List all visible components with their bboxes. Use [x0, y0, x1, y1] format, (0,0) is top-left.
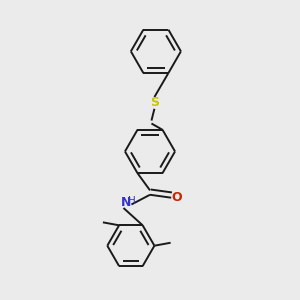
Text: H: H	[128, 196, 136, 206]
Text: O: O	[171, 191, 182, 204]
Text: S: S	[150, 96, 159, 110]
Text: N: N	[121, 196, 131, 209]
